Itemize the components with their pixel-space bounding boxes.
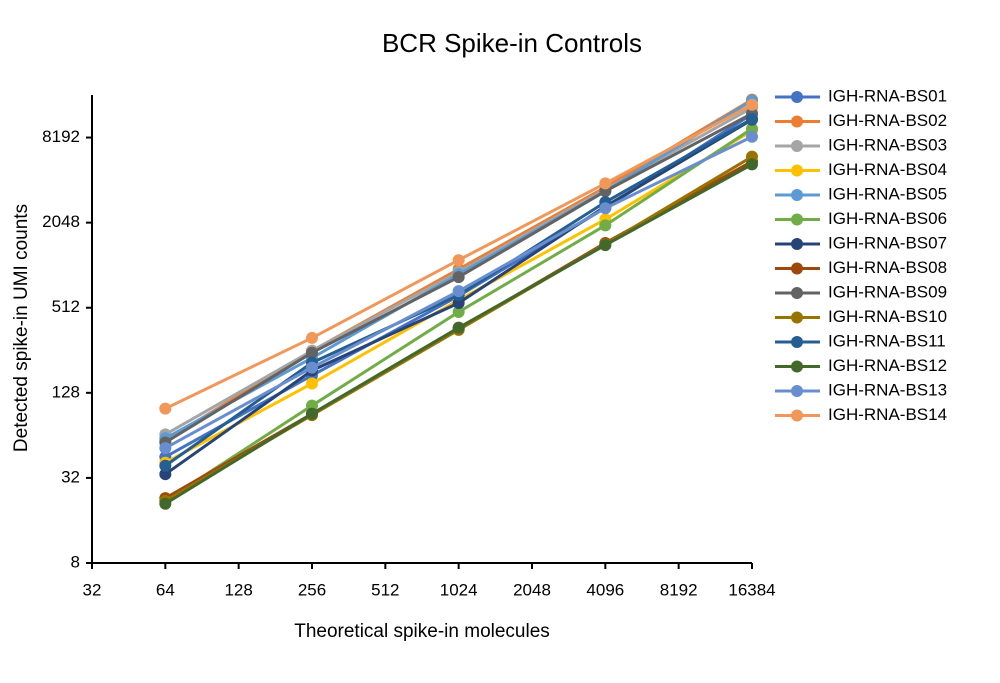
legend-marker	[791, 311, 803, 324]
data-point	[599, 219, 612, 232]
data-point	[452, 305, 465, 318]
x-tick-label: 32	[83, 580, 102, 599]
legend-marker	[791, 360, 803, 373]
data-point	[306, 377, 318, 390]
legend-label: IGH-RNA-BS08	[828, 258, 947, 277]
x-tick-label: 2048	[513, 580, 551, 599]
x-tick-label: 512	[371, 580, 399, 599]
data-point	[452, 254, 465, 267]
legend-marker	[791, 189, 803, 201]
x-tick-label: 1024	[440, 580, 478, 599]
y-tick-label: 512	[52, 297, 80, 316]
legend-label: IGH-RNA-BS03	[828, 135, 947, 154]
y-tick-label: 128	[52, 382, 80, 401]
legend-marker	[791, 409, 803, 422]
legend-label: IGH-RNA-BS02	[828, 111, 947, 130]
data-point	[599, 177, 612, 190]
legend-label: IGH-RNA-BS04	[828, 160, 947, 179]
legend-marker	[791, 115, 803, 128]
data-point	[452, 271, 465, 284]
legend-label: IGH-RNA-BS05	[828, 184, 947, 203]
y-axis-title: Detected spike-in UMI counts	[11, 204, 32, 452]
data-point	[746, 98, 758, 111]
legend-label: IGH-RNA-BS12	[828, 356, 947, 375]
y-tick-label: 2048	[42, 212, 80, 231]
y-tick-label: 32	[61, 467, 80, 486]
data-point	[159, 468, 172, 481]
x-tick-label: 4096	[586, 580, 624, 599]
legend-label: IGH-RNA-BS14	[828, 405, 947, 424]
data-point	[306, 361, 318, 374]
legend-label: IGH-RNA-BS07	[828, 233, 947, 252]
chart-title: BCR Spike-in Controls	[382, 28, 642, 58]
data-point	[452, 285, 465, 298]
x-tick-label: 8192	[660, 580, 698, 599]
legend-marker	[791, 385, 803, 397]
legend-marker	[791, 91, 803, 103]
x-tick-label: 128	[224, 580, 252, 599]
data-point	[452, 321, 465, 334]
legend-label: IGH-RNA-BS10	[828, 307, 947, 326]
legend-label: IGH-RNA-BS06	[828, 209, 947, 228]
legend-marker	[791, 262, 803, 275]
legend-marker	[791, 213, 803, 226]
legend-marker	[791, 164, 803, 177]
data-point	[746, 112, 758, 125]
data-point	[159, 442, 172, 455]
x-tick-label: 256	[298, 580, 326, 599]
data-point	[159, 402, 172, 415]
data-point	[306, 399, 318, 412]
legend-marker	[791, 336, 803, 348]
x-tick-label: 16384	[728, 580, 775, 599]
x-tick-label: 64	[156, 580, 175, 599]
data-point	[746, 158, 758, 171]
data-point	[599, 202, 612, 215]
data-point	[599, 239, 612, 252]
legend-marker	[791, 287, 803, 299]
y-tick-label: 8192	[42, 127, 80, 146]
y-tick-label: 8	[71, 552, 80, 571]
data-point	[306, 346, 318, 359]
legend-marker	[791, 238, 803, 250]
data-point	[746, 130, 758, 143]
legend-label: IGH-RNA-BS09	[828, 282, 947, 301]
data-point	[159, 459, 172, 472]
legend-label: IGH-RNA-BS11	[828, 331, 946, 350]
legend-label: IGH-RNA-BS13	[828, 380, 947, 399]
data-point	[306, 407, 318, 420]
legend-label: IGH-RNA-BS01	[828, 86, 947, 105]
x-axis-title: Theoretical spike-in molecules	[294, 621, 550, 642]
data-point	[306, 331, 318, 344]
legend-marker	[791, 140, 803, 152]
data-point	[159, 497, 172, 510]
